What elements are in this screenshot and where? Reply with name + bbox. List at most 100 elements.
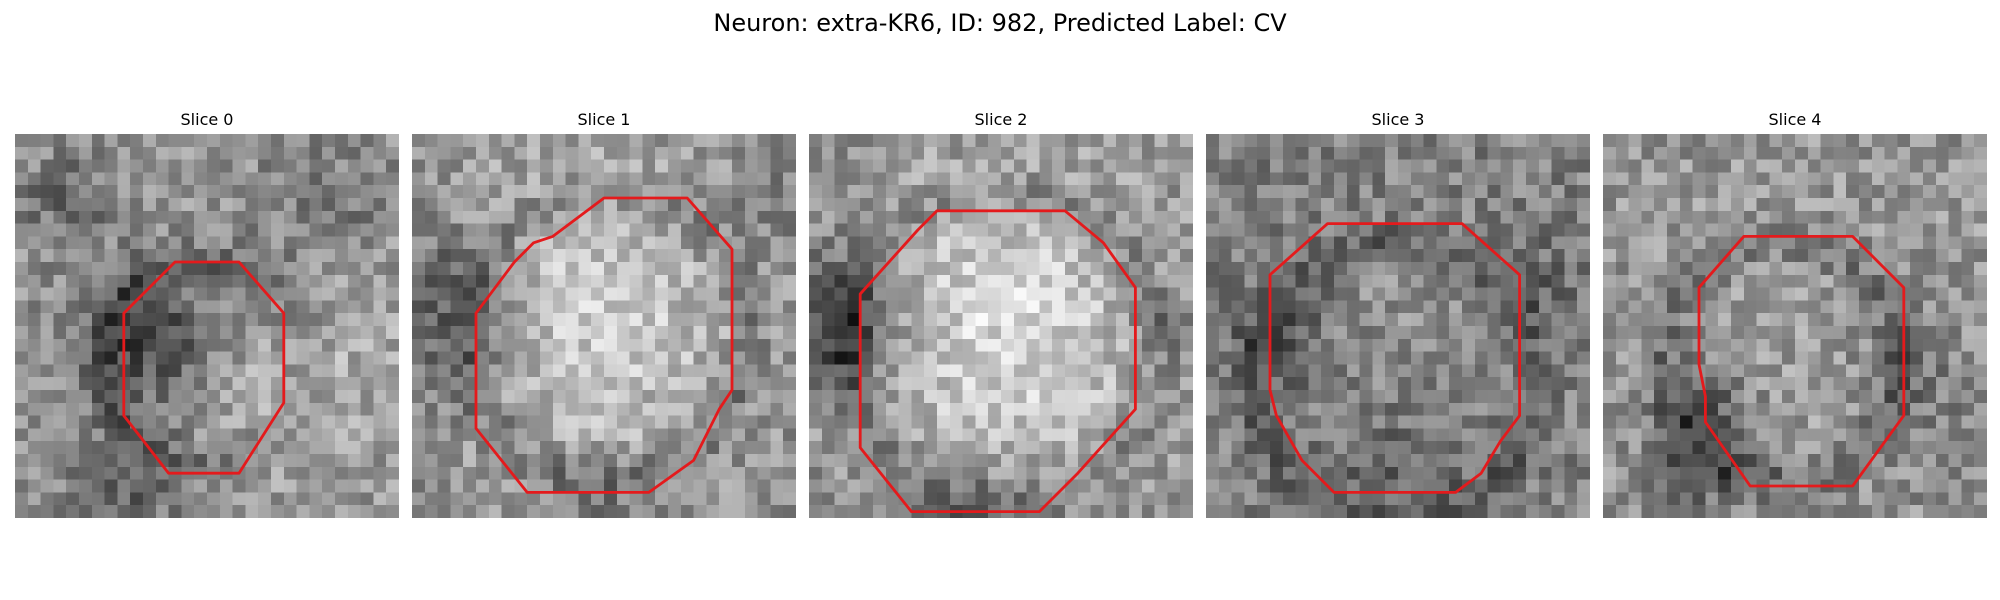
pixel (873, 351, 887, 365)
pixel (1923, 274, 1937, 288)
pixel (1795, 466, 1809, 480)
pixel (860, 300, 874, 314)
pixel (373, 364, 387, 378)
pixel (450, 402, 464, 416)
pixel (1218, 198, 1232, 212)
pixel (194, 428, 208, 442)
pixel (783, 146, 796, 160)
pixel (1065, 479, 1079, 493)
pixel (181, 210, 195, 224)
pixel (1756, 351, 1770, 365)
pixel (629, 428, 643, 442)
pixel (604, 287, 618, 301)
pixel (693, 287, 707, 301)
pixel (1577, 441, 1590, 455)
pixel (1961, 249, 1975, 263)
pixel (885, 274, 899, 288)
pixel (629, 159, 643, 173)
pixel (1654, 249, 1668, 263)
pixel (885, 402, 899, 416)
pixel (1013, 492, 1027, 506)
pixel (476, 287, 490, 301)
pixel (1103, 198, 1117, 212)
pixel (1756, 134, 1770, 148)
pixel (360, 441, 374, 455)
pixel (1769, 274, 1783, 288)
pixel (130, 274, 144, 288)
pixel (655, 466, 669, 480)
pixel (1718, 338, 1732, 352)
pixel (885, 326, 899, 340)
pixel (1282, 390, 1296, 404)
pixel (552, 479, 566, 493)
pixel (245, 415, 259, 429)
pixel (616, 505, 630, 518)
pixel (155, 210, 169, 224)
pixel (1090, 249, 1104, 263)
pixel (1743, 377, 1757, 391)
pixel (604, 262, 618, 276)
pixel (1628, 313, 1642, 327)
pixel (245, 236, 259, 250)
pixel (1039, 198, 1053, 212)
pixel (809, 326, 823, 340)
pixel (1231, 223, 1245, 237)
pixel (591, 185, 605, 199)
pixel (514, 351, 528, 365)
pixel (1846, 492, 1860, 506)
pixel (1270, 428, 1284, 442)
pixel (1884, 300, 1898, 314)
pixel (424, 364, 438, 378)
pixel (821, 326, 835, 340)
pixel (1884, 287, 1898, 301)
pixel (1462, 159, 1476, 173)
pixel (207, 134, 221, 148)
pixel (322, 236, 336, 250)
pixel (1206, 415, 1220, 429)
pixel (719, 415, 733, 429)
pixel (53, 390, 67, 404)
pixel (1807, 198, 1821, 212)
pixel (1167, 300, 1181, 314)
pixel (1218, 249, 1232, 263)
pixel (949, 287, 963, 301)
pixel (1065, 134, 1079, 148)
pixel (450, 249, 464, 263)
pixel (1782, 505, 1796, 518)
pixel (1103, 172, 1117, 186)
pixel (783, 236, 796, 250)
pixel (540, 364, 554, 378)
pixel (373, 274, 387, 288)
pixel (604, 364, 618, 378)
pixel (1603, 492, 1617, 506)
pixel (1859, 287, 1873, 301)
pixel (347, 326, 361, 340)
pixel (655, 428, 669, 442)
pixel (232, 390, 246, 404)
pixel (1206, 223, 1220, 237)
pixel (1577, 262, 1590, 276)
pixel (1974, 313, 1987, 327)
pixel (1538, 287, 1552, 301)
pixel (757, 377, 771, 391)
pixel (1641, 172, 1655, 186)
pixel (770, 134, 784, 148)
contour-outline (122, 260, 286, 475)
pixel (424, 300, 438, 314)
pixel (143, 249, 157, 263)
pixel (873, 287, 887, 301)
pixel (40, 223, 54, 237)
pixel (1897, 466, 1911, 480)
pixel (1935, 146, 1949, 160)
pixel (1244, 428, 1258, 442)
pixel (1308, 338, 1322, 352)
pixel (744, 415, 758, 429)
pixel (360, 454, 374, 468)
pixel (283, 479, 297, 493)
pixel (1538, 377, 1552, 391)
pixel (668, 364, 682, 378)
pixel (1103, 262, 1117, 276)
pixel (719, 198, 733, 212)
pixel (591, 402, 605, 416)
pixel (732, 454, 746, 468)
